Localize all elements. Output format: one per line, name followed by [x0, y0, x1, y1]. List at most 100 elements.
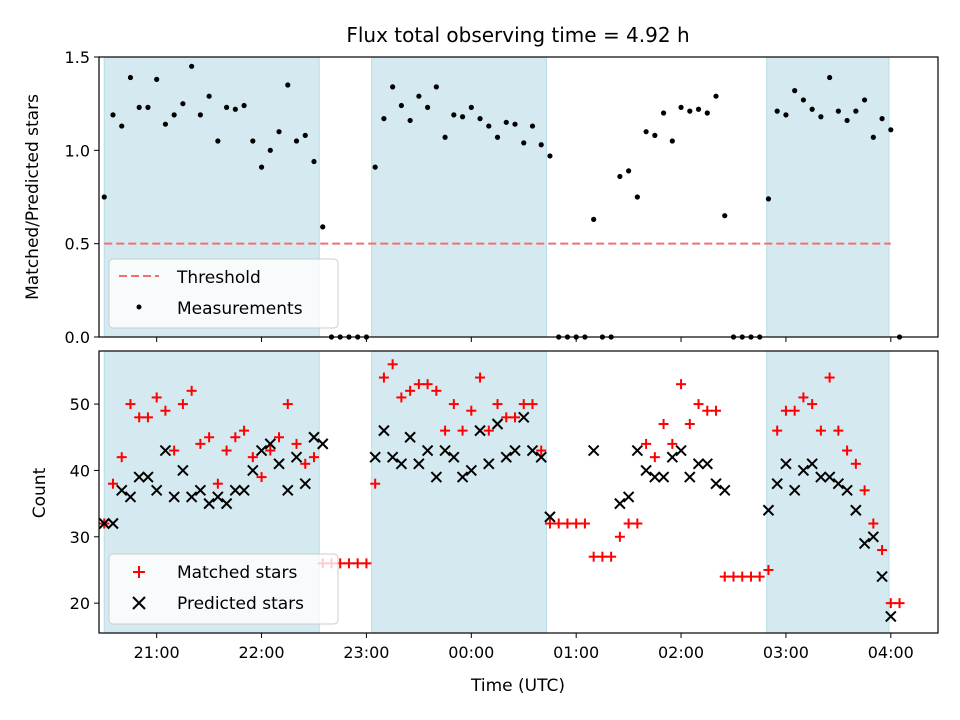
matched-star-point — [719, 571, 730, 582]
matched-star-point — [745, 571, 756, 582]
measurement-point — [293, 138, 300, 144]
measurement-point — [617, 173, 623, 180]
matched-star-point — [877, 545, 888, 556]
measurement-point — [783, 112, 789, 118]
matched-star-point — [780, 405, 791, 416]
predicted-star-point — [133, 471, 145, 483]
x-tick-label: 03:00 — [763, 643, 809, 662]
measurement-point — [442, 134, 448, 140]
bottom-x-ticks: 21:00 22:00 23:00 00:00 01:00 02:00 03:00 04:00 — [134, 633, 914, 662]
x-tick-label: 23:00 — [343, 643, 389, 662]
measurement-point — [695, 106, 702, 112]
measurement-point — [215, 138, 221, 144]
predicted-star-point — [867, 531, 880, 543]
predicted-star-point — [168, 491, 180, 503]
matched-star-point — [134, 412, 145, 423]
top-axes-frame — [98, 56, 939, 338]
shaded-region — [766, 56, 890, 338]
shaded-region — [766, 350, 890, 634]
matched-star-point — [265, 445, 276, 456]
matched-star-point — [579, 518, 590, 529]
matched-star-point — [754, 571, 765, 582]
matched-star-point — [684, 418, 695, 429]
matched-star-point — [868, 518, 879, 529]
matched-star-point — [536, 445, 547, 456]
matched-star-point — [169, 445, 180, 456]
matched-star-point — [308, 452, 319, 463]
predicted-star-point — [229, 484, 242, 497]
predicted-star-point — [290, 451, 303, 463]
matched-star-point — [300, 458, 311, 469]
measurement-point — [669, 138, 675, 144]
y-tick-label: 50 — [70, 395, 90, 414]
predicted-star-point — [823, 471, 836, 483]
predicted-star-point — [474, 424, 486, 437]
measurement-point — [110, 112, 116, 118]
matched-star-point — [632, 518, 643, 529]
matched-star-point — [483, 425, 494, 436]
predicted-star-point — [797, 464, 810, 477]
predicted-star-point — [614, 497, 626, 510]
matched-star-point — [606, 551, 617, 562]
measurement-point — [512, 121, 518, 127]
predicted-star-point — [858, 537, 871, 550]
predicted-star-point — [282, 484, 294, 497]
y-tick-label: 1.5 — [65, 48, 90, 67]
matched-star-point — [571, 518, 582, 529]
measurement-point — [320, 224, 326, 230]
matched-star-point — [527, 399, 538, 410]
predicted-star-point — [98, 517, 110, 530]
measurement-point — [206, 93, 212, 99]
legend-matched-label: Matched stars — [177, 563, 297, 583]
predicted-star-point — [247, 464, 259, 477]
predicted-star-point — [456, 471, 469, 483]
predicted-star-point — [509, 444, 521, 457]
matched-star-point — [510, 412, 521, 423]
measurement-point — [197, 112, 203, 118]
matched-star-point — [693, 399, 704, 410]
predicted-star-point — [220, 497, 233, 510]
measurement-point — [241, 102, 247, 109]
matched-star-point — [142, 412, 153, 423]
matched-star-point — [475, 372, 486, 383]
measurement-point — [250, 138, 256, 144]
matched-star-point — [239, 425, 250, 436]
matched-star-point — [431, 385, 442, 396]
predicted-star-point — [666, 451, 679, 463]
top-legend: Threshold Measurements — [108, 258, 339, 329]
matched-star-point — [396, 392, 407, 403]
predicted-star-point — [657, 471, 670, 483]
measurement-point — [189, 63, 195, 69]
bottom-y-ticks: 20 30 40 50 — [70, 395, 99, 613]
matched-star-point — [352, 558, 363, 569]
measurement-point — [267, 147, 273, 153]
y-tick-label: 0.0 — [65, 328, 90, 347]
matched-star-point — [711, 405, 722, 416]
matched-star-point — [230, 432, 241, 443]
measurement-point — [765, 196, 772, 202]
y-tick-label: 1.0 — [65, 141, 90, 160]
matched-star-point — [789, 405, 800, 416]
predicted-star-point — [421, 444, 434, 457]
predicted-star-point — [185, 491, 198, 503]
measurement-point — [232, 106, 238, 112]
predicted-star-point — [448, 451, 460, 463]
y-tick-label: 20 — [70, 594, 90, 613]
measurement-point — [398, 102, 404, 109]
measurement-point — [861, 97, 868, 103]
predicted-star-point — [500, 451, 512, 463]
matched-star-point — [676, 379, 687, 390]
matched-star-point — [597, 551, 608, 562]
predicted-star-point — [299, 477, 311, 490]
measurement-point — [879, 116, 885, 122]
predicted-star-point — [203, 497, 215, 510]
predicted-star-point — [544, 511, 556, 523]
measurement-point — [223, 104, 230, 110]
top-shaded-regions — [103, 56, 890, 338]
matched-star-point — [422, 379, 433, 390]
matched-star-point — [553, 518, 564, 529]
matched-star-point — [160, 405, 171, 416]
predicted-star-point — [815, 471, 827, 483]
measurement-point — [521, 140, 527, 146]
predicted-star-points — [98, 411, 897, 623]
